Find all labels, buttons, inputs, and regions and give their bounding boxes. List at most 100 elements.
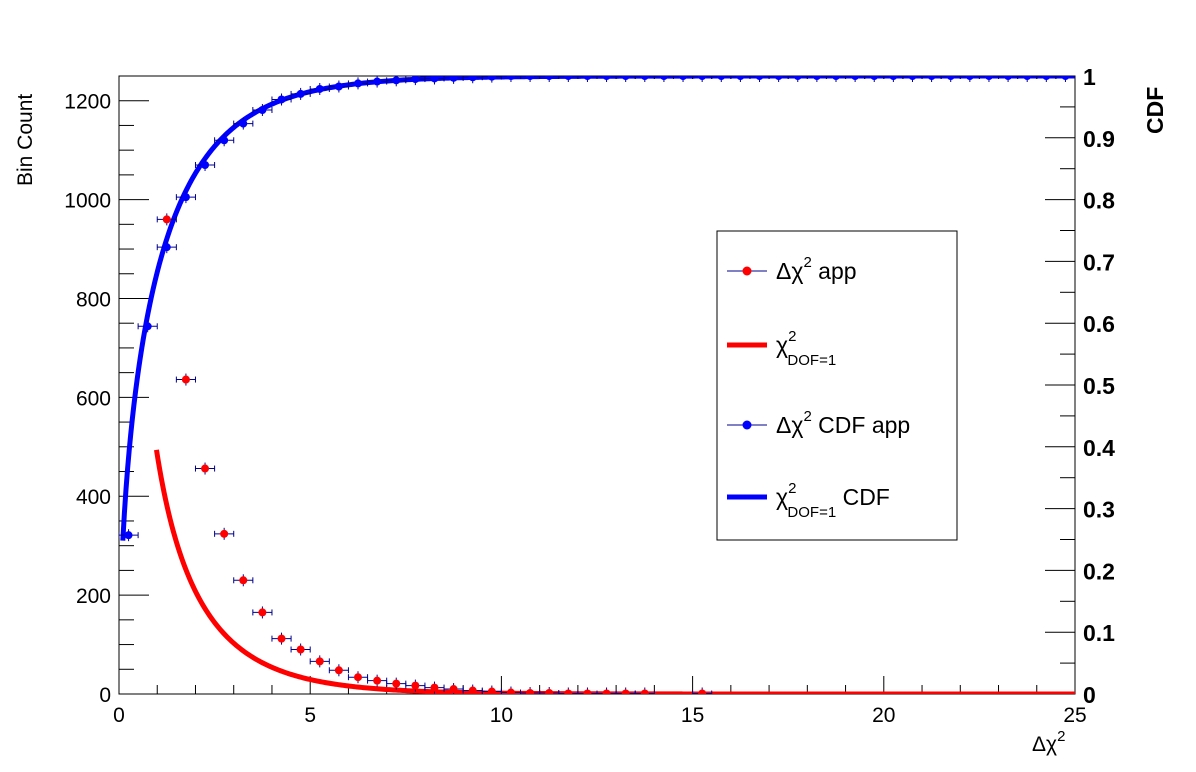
y-left-tick-label: 1200	[64, 91, 111, 114]
y-right-tick-label: 0	[1083, 682, 1096, 708]
y-left-tick-label: 1000	[64, 190, 111, 213]
x-tick-label: 25	[1063, 704, 1086, 727]
blue-data-point	[908, 76, 917, 80]
x-axis-title: Δχ2	[1032, 728, 1065, 756]
blue-data-point	[545, 76, 554, 80]
red-data-point	[526, 689, 535, 694]
y-axis-right-title: CDF	[1142, 87, 1168, 134]
y-right-tick-label: 0.8	[1083, 188, 1115, 214]
red-data-point	[181, 375, 190, 384]
blue-data-point	[851, 76, 860, 80]
blue-data-point	[468, 76, 477, 82]
y-axis-left-title: Bin Count	[14, 94, 37, 186]
y-left-tick-label: 600	[76, 387, 111, 410]
blue-data-point	[583, 76, 592, 80]
red-data-point	[220, 529, 229, 538]
red-data-point	[277, 634, 286, 643]
blue-data-point	[181, 193, 190, 202]
blue-data-point	[315, 84, 324, 93]
red-data-point	[487, 687, 496, 694]
blue-data-point	[239, 119, 248, 128]
blue-data-point	[965, 76, 974, 80]
red-data-point	[354, 673, 362, 682]
blue-data-point	[449, 76, 458, 82]
x-tick-label: 0	[113, 704, 125, 727]
legend: Δχ2 app χ2 DOF=1 Δχ2 CDF app χ2 DOF=1 CDF	[716, 230, 958, 541]
blue-data-point	[793, 76, 802, 80]
legend-box	[716, 230, 958, 541]
blue-data-point	[258, 105, 267, 114]
blue-data-point	[736, 76, 745, 80]
blue-data-point	[812, 76, 821, 80]
red-data-point	[392, 679, 401, 688]
red-data-point	[698, 689, 707, 694]
axis-tick-labels: 0 5 10 15 20 2502004006008001000120000.10.20.…	[64, 64, 1115, 727]
blue-data-point	[162, 243, 171, 252]
red-data-point	[258, 608, 267, 617]
blue-data-point	[1004, 76, 1013, 80]
red-data-point	[602, 689, 611, 694]
x-tick-label: 20	[872, 704, 895, 727]
blue-data-point	[564, 76, 573, 80]
x-tick-label: 5	[304, 704, 316, 727]
y-right-tick-label: 0.1	[1083, 620, 1115, 646]
blue-data-point	[889, 76, 898, 80]
y-right-tick-label: 0.9	[1083, 126, 1115, 152]
red-data-point	[449, 685, 458, 694]
blue-data-point	[946, 76, 955, 80]
blue-data-point	[659, 76, 668, 80]
red-data-point	[640, 689, 649, 694]
red-data-point	[315, 657, 324, 666]
y-right-tick-label: 0.2	[1083, 558, 1115, 584]
y-left-tick-label: 200	[76, 585, 111, 608]
red-data-point	[411, 681, 420, 690]
blue-data-point	[621, 76, 630, 80]
blue-data-point	[201, 160, 210, 169]
red-data-point	[583, 689, 592, 694]
legend-marker	[742, 266, 752, 276]
y-right-tick-label: 0.3	[1083, 497, 1115, 523]
legend-marker	[742, 420, 752, 430]
blue-data-point	[1023, 76, 1032, 80]
blue-data-point	[984, 76, 993, 80]
blue-data-point	[1061, 76, 1070, 80]
y-right-tick-label: 0.5	[1083, 373, 1115, 399]
legend-entry-label: Δχ2 CDF app	[776, 408, 910, 438]
blue-data-point	[334, 82, 343, 91]
red-data-point	[564, 689, 573, 694]
blue-data-point	[392, 76, 401, 85]
blue-data-point	[143, 322, 152, 331]
blue-data-point	[927, 76, 936, 80]
legend-entry-label: χ2 DOF=1	[776, 328, 836, 369]
blue-data-point	[430, 76, 439, 83]
y-left-tick-label: 0	[99, 684, 111, 707]
blue-data-point	[774, 76, 783, 80]
y-right-tick-label: 0.6	[1083, 311, 1115, 337]
blue-data-point	[506, 76, 515, 80]
blue-data-point	[220, 136, 229, 145]
blue-data-point	[679, 76, 688, 80]
red-data-point	[162, 215, 171, 224]
red-data-point	[239, 576, 248, 585]
blue-data-point	[870, 76, 879, 80]
blue-data-point	[373, 77, 382, 86]
red-data-point	[545, 689, 554, 694]
blue-data-point	[124, 531, 133, 540]
legend-entry-label: Δχ2 app	[776, 254, 857, 284]
blue-data-point	[526, 76, 535, 80]
x-tick-label: 15	[681, 704, 704, 727]
red-data-point	[621, 689, 630, 694]
y-right-tick-label: 0.4	[1083, 435, 1115, 461]
y-left-tick-label: 400	[76, 486, 111, 509]
legend-entry-label: χ2 DOF=1 CDF	[776, 480, 890, 521]
x-tick-label: 10	[490, 704, 513, 727]
red-data-point	[201, 464, 210, 473]
blue-data-point	[411, 76, 420, 84]
y-right-tick-label: 1	[1083, 64, 1096, 90]
blue-data-point	[602, 76, 611, 80]
red-data-point	[334, 666, 343, 675]
blue-data-point	[277, 95, 286, 104]
blue-data-point	[1042, 76, 1051, 80]
red-data-point	[506, 688, 515, 694]
